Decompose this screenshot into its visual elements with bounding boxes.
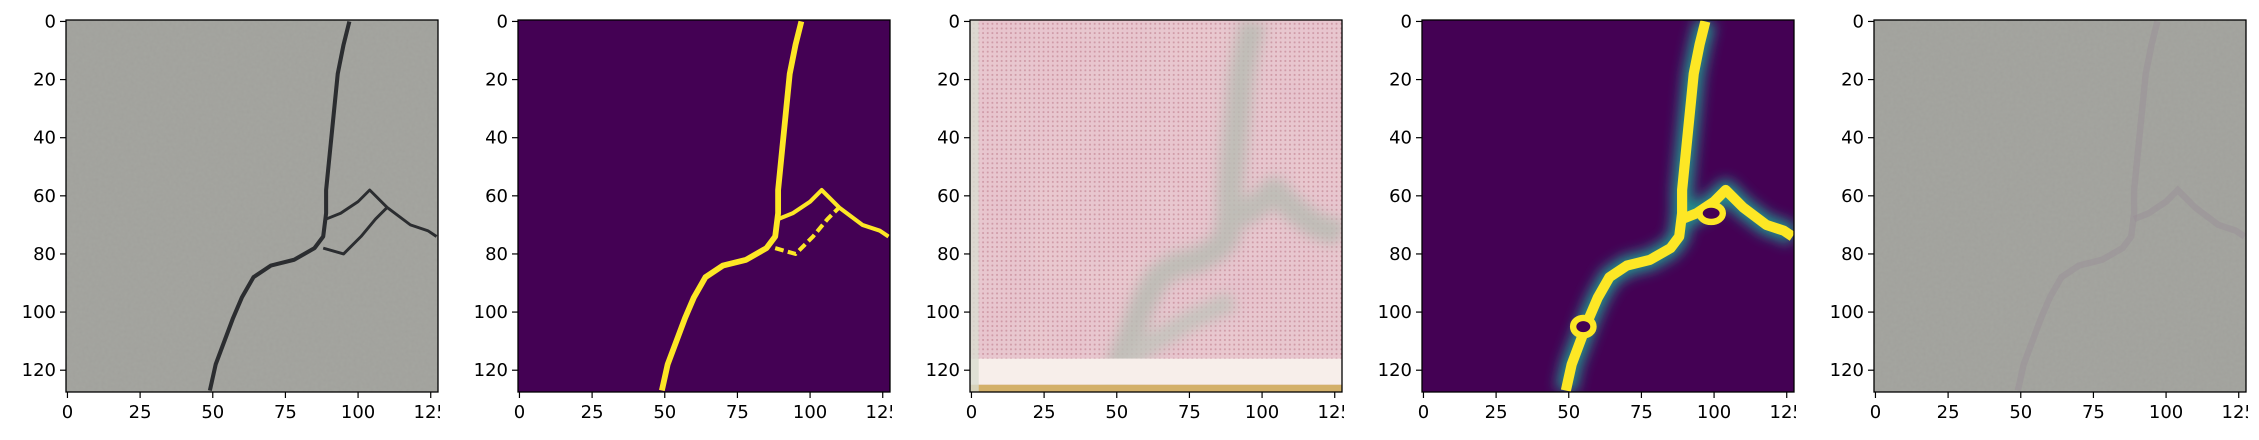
x-tick-label: 25 xyxy=(1937,402,1960,423)
noisy-perturbation-image-axes: 0 25 50 75 100 125 0 20 40 60 80 100 120 xyxy=(926,11,1344,423)
x-tick-label: 100 xyxy=(1697,402,1731,423)
mask-crack xyxy=(659,20,805,392)
predicted-crack-heatmap-axes: 0 25 50 75 100 125 0 20 40 60 80 100 120 xyxy=(1378,11,1796,423)
x-tick-label: 25 xyxy=(581,402,604,423)
x-tick-label: 0 xyxy=(514,402,525,423)
y-tick-label: 0 xyxy=(949,11,960,32)
original-concrete-image-axes: 0 25 50 75 100 125 0 20 40 60 80 100 120 xyxy=(22,11,440,423)
axes-frame xyxy=(1873,19,2247,393)
y-tick-label: 40 xyxy=(937,128,960,149)
y-tick-label: 60 xyxy=(1841,186,1864,207)
x-tick-label: 50 xyxy=(1557,402,1580,423)
crack-line xyxy=(207,20,352,391)
noisy-perturbation-image-image xyxy=(970,20,1342,392)
y-tick-label: 120 xyxy=(926,360,960,381)
x-tick-label: 25 xyxy=(1485,402,1508,423)
reconstructed-concrete-image-image xyxy=(1874,20,2246,392)
y-tick-label: 100 xyxy=(926,302,960,323)
x-tick-label: 0 xyxy=(1418,402,1429,423)
y-tick-label: 80 xyxy=(1841,244,1864,265)
axes-frame xyxy=(65,19,439,393)
x-tick-label: 0 xyxy=(62,402,73,423)
ground-truth-crack-mask-image xyxy=(518,20,890,392)
x-tick-label: 100 xyxy=(1245,402,1279,423)
x-tick-label: 75 xyxy=(274,402,297,423)
crack-line xyxy=(322,206,389,256)
noisy-perturbation-image: 0 25 50 75 100 125 0 20 40 60 80 100 120 xyxy=(904,0,1344,440)
reconstructed-concrete-image-axes: 0 25 50 75 100 125 0 20 40 60 80 100 120 xyxy=(1830,11,2248,423)
y-tick-label: 0 xyxy=(1853,11,1864,32)
y-tick-label: 60 xyxy=(937,186,960,207)
crack-line xyxy=(325,188,438,238)
ground-truth-crack-mask-axes: 0 25 50 75 100 125 0 20 40 60 80 100 120 xyxy=(474,11,892,423)
faint-crack xyxy=(2014,20,2161,392)
x-tick-label: 50 xyxy=(201,402,224,423)
mask-crack xyxy=(774,206,841,256)
predicted-crack-heatmap-image xyxy=(1422,20,1794,392)
x-tick-label: 100 xyxy=(2149,402,2183,423)
y-tick-label: 80 xyxy=(485,244,508,265)
axes-frame xyxy=(517,19,891,393)
faint-crack xyxy=(2132,185,2246,240)
x-tick-label: 0 xyxy=(966,402,977,423)
original-concrete-image: 0 25 50 75 100 125 0 20 40 60 80 100 120 xyxy=(0,0,440,440)
x-tick-label: 125 xyxy=(414,402,440,423)
y-tick-label: 80 xyxy=(1389,244,1412,265)
y-tick-label: 120 xyxy=(1830,360,1864,381)
y-tick-label: 100 xyxy=(1378,302,1412,323)
axes-frame xyxy=(969,19,1343,393)
y-tick-label: 0 xyxy=(497,11,508,32)
x-tick-label: 100 xyxy=(793,402,827,423)
mask-crack xyxy=(777,187,890,239)
y-tick-label: 20 xyxy=(1389,70,1412,91)
y-tick-label: 120 xyxy=(1378,360,1412,381)
predicted-crack-heatmap: 0 25 50 75 100 125 0 20 40 60 80 100 120 xyxy=(1356,0,1796,440)
x-tick-label: 100 xyxy=(341,402,375,423)
y-tick-label: 60 xyxy=(33,186,56,207)
y-tick-label: 80 xyxy=(937,244,960,265)
bright-band xyxy=(970,358,1342,385)
y-tick-label: 80 xyxy=(33,244,56,265)
y-tick-label: 20 xyxy=(485,70,508,91)
y-tick-label: 40 xyxy=(33,128,56,149)
y-tick-label: 100 xyxy=(22,302,56,323)
y-tick-label: 40 xyxy=(1389,128,1412,149)
y-tick-label: 40 xyxy=(1841,128,1864,149)
x-tick-label: 75 xyxy=(1630,402,1653,423)
y-tick-label: 100 xyxy=(474,302,508,323)
y-tick-label: 0 xyxy=(1401,11,1412,32)
x-tick-label: 50 xyxy=(1105,402,1128,423)
x-tick-label: 75 xyxy=(726,402,749,423)
x-tick-label: 25 xyxy=(129,402,152,423)
y-tick-label: 20 xyxy=(937,70,960,91)
x-tick-label: 125 xyxy=(2222,402,2248,423)
x-tick-label: 25 xyxy=(1033,402,1056,423)
reconstructed-concrete-image: 0 25 50 75 100 125 0 20 40 60 80 100 120 xyxy=(1808,0,2248,440)
y-tick-label: 120 xyxy=(22,360,56,381)
x-tick-label: 125 xyxy=(1318,402,1344,423)
y-tick-label: 100 xyxy=(1830,302,1864,323)
y-tick-label: 120 xyxy=(474,360,508,381)
y-tick-label: 60 xyxy=(485,186,508,207)
original-concrete-image-image xyxy=(66,20,438,392)
x-tick-label: 50 xyxy=(653,402,676,423)
x-tick-label: 125 xyxy=(1770,402,1796,423)
y-tick-label: 20 xyxy=(1841,70,1864,91)
y-tick-label: 0 xyxy=(45,11,56,32)
x-tick-label: 50 xyxy=(2009,402,2032,423)
ground-truth-crack-mask: 0 25 50 75 100 125 0 20 40 60 80 100 120 xyxy=(452,0,892,440)
y-tick-label: 60 xyxy=(1389,186,1412,207)
x-tick-label: 0 xyxy=(1870,402,1881,423)
axes-frame xyxy=(1421,19,1795,393)
y-tick-label: 40 xyxy=(485,128,508,149)
x-tick-label: 75 xyxy=(2082,402,2105,423)
x-tick-label: 125 xyxy=(866,402,892,423)
y-tick-label: 20 xyxy=(33,70,56,91)
x-tick-label: 75 xyxy=(1178,402,1201,423)
